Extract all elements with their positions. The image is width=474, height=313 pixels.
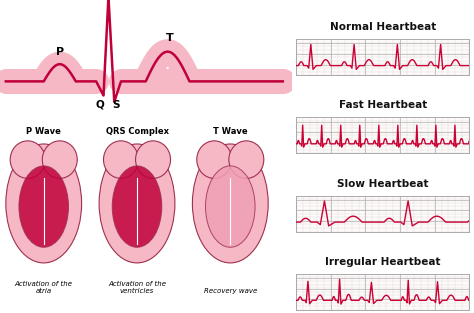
Text: Slow Heartbeat: Slow Heartbeat	[337, 179, 428, 189]
Ellipse shape	[112, 166, 162, 247]
Ellipse shape	[136, 141, 171, 178]
Ellipse shape	[19, 166, 69, 247]
Text: Activation of the
atria: Activation of the atria	[15, 281, 73, 294]
Ellipse shape	[42, 141, 77, 178]
Ellipse shape	[192, 144, 268, 263]
Ellipse shape	[99, 144, 175, 263]
Text: Irregular Heartbeat: Irregular Heartbeat	[325, 257, 440, 267]
Text: P: P	[56, 47, 64, 57]
Text: Q: Q	[95, 100, 104, 110]
Ellipse shape	[206, 166, 255, 247]
Text: Normal Heartbeat: Normal Heartbeat	[329, 22, 436, 32]
Text: P Wave: P Wave	[26, 127, 61, 136]
Text: T Wave: T Wave	[213, 127, 247, 136]
Text: Recovery wave: Recovery wave	[204, 288, 257, 294]
Ellipse shape	[197, 141, 232, 178]
Text: Fast Heartbeat: Fast Heartbeat	[338, 100, 427, 110]
Ellipse shape	[103, 141, 138, 178]
Text: S: S	[112, 100, 120, 110]
Text: T: T	[166, 33, 173, 43]
Ellipse shape	[229, 141, 264, 178]
Text: QRS Complex: QRS Complex	[106, 127, 169, 136]
Text: Activation of the
ventricles: Activation of the ventricles	[108, 281, 166, 294]
Ellipse shape	[10, 141, 45, 178]
Ellipse shape	[6, 144, 82, 263]
